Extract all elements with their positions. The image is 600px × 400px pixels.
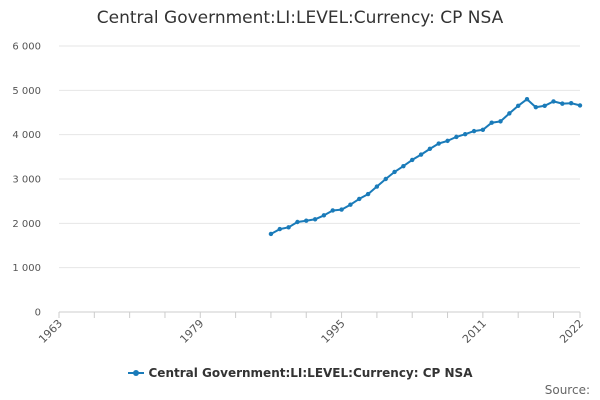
data-point[interactable] [295, 219, 300, 225]
data-point[interactable] [418, 152, 424, 157]
x-tick-label: 1979 [177, 317, 206, 346]
legend-item[interactable]: Central Government:LI:LEVEL:Currency: CP… [127, 366, 473, 380]
x-tick-label: 2022 [557, 317, 586, 346]
data-point[interactable] [445, 138, 450, 144]
series-line [270, 98, 581, 235]
y-tick-label: 0 [35, 308, 41, 319]
data-point[interactable] [383, 176, 388, 182]
y-tick-label: 2 000 [12, 219, 41, 230]
data-point[interactable] [348, 202, 353, 207]
x-tick-label: 1963 [36, 317, 65, 346]
data-point[interactable] [577, 103, 583, 108]
y-tick-label: 5 000 [12, 86, 41, 97]
data-point[interactable] [286, 225, 291, 230]
data-point[interactable] [321, 213, 327, 218]
data-point[interactable] [507, 111, 512, 116]
data-point[interactable] [542, 103, 547, 109]
chart-title: Central Government:LI:LEVEL:Currency: CP… [96, 8, 504, 28]
data-point[interactable] [374, 184, 380, 189]
data-point[interactable] [392, 169, 397, 175]
data-point[interactable] [436, 141, 441, 146]
data-point[interactable] [268, 231, 274, 237]
data-point[interactable] [471, 128, 477, 134]
legend-label: Central Government:LI:LEVEL:Currency: CP… [148, 366, 473, 380]
data-point[interactable] [427, 146, 433, 152]
x-axis: 1963 1979 1995 2011 2022 [36, 311, 586, 346]
data-point[interactable] [568, 100, 574, 106]
data-point[interactable] [312, 217, 318, 222]
data-point[interactable] [551, 99, 556, 104]
data-point[interactable] [524, 97, 530, 102]
data-point[interactable] [515, 103, 521, 109]
data-point[interactable] [401, 163, 406, 169]
chart-legend[interactable]: Central Government:LI:LEVEL:Currency: CP… [0, 366, 600, 380]
y-tick-label: 4 000 [12, 130, 41, 141]
y-gridlines [59, 45, 580, 313]
data-point[interactable] [410, 157, 415, 163]
y-axis-ticks: 0 1 000 2 000 3 000 4 000 5 000 6 000 [12, 42, 41, 319]
data-series [268, 97, 583, 237]
data-point[interactable] [560, 101, 565, 106]
x-tick-label: 2011 [460, 317, 489, 346]
data-point[interactable] [365, 191, 371, 197]
x-tick-label: 1995 [319, 317, 348, 346]
y-tick-label: 3 000 [12, 175, 41, 186]
source-label: Source: [544, 383, 590, 397]
data-point[interactable] [454, 134, 459, 140]
y-tick-label: 1 000 [12, 263, 41, 274]
data-point[interactable] [304, 218, 309, 223]
data-point[interactable] [357, 196, 362, 202]
y-tick-label: 6 000 [12, 42, 41, 53]
legend-swatch-icon [127, 369, 144, 377]
data-point[interactable] [489, 120, 494, 125]
data-point[interactable] [533, 104, 539, 110]
data-point[interactable] [463, 132, 468, 137]
data-point[interactable] [330, 208, 335, 213]
data-point[interactable] [277, 226, 282, 232]
data-point[interactable] [339, 207, 344, 212]
data-point[interactable] [480, 127, 486, 132]
data-point[interactable] [498, 119, 503, 124]
